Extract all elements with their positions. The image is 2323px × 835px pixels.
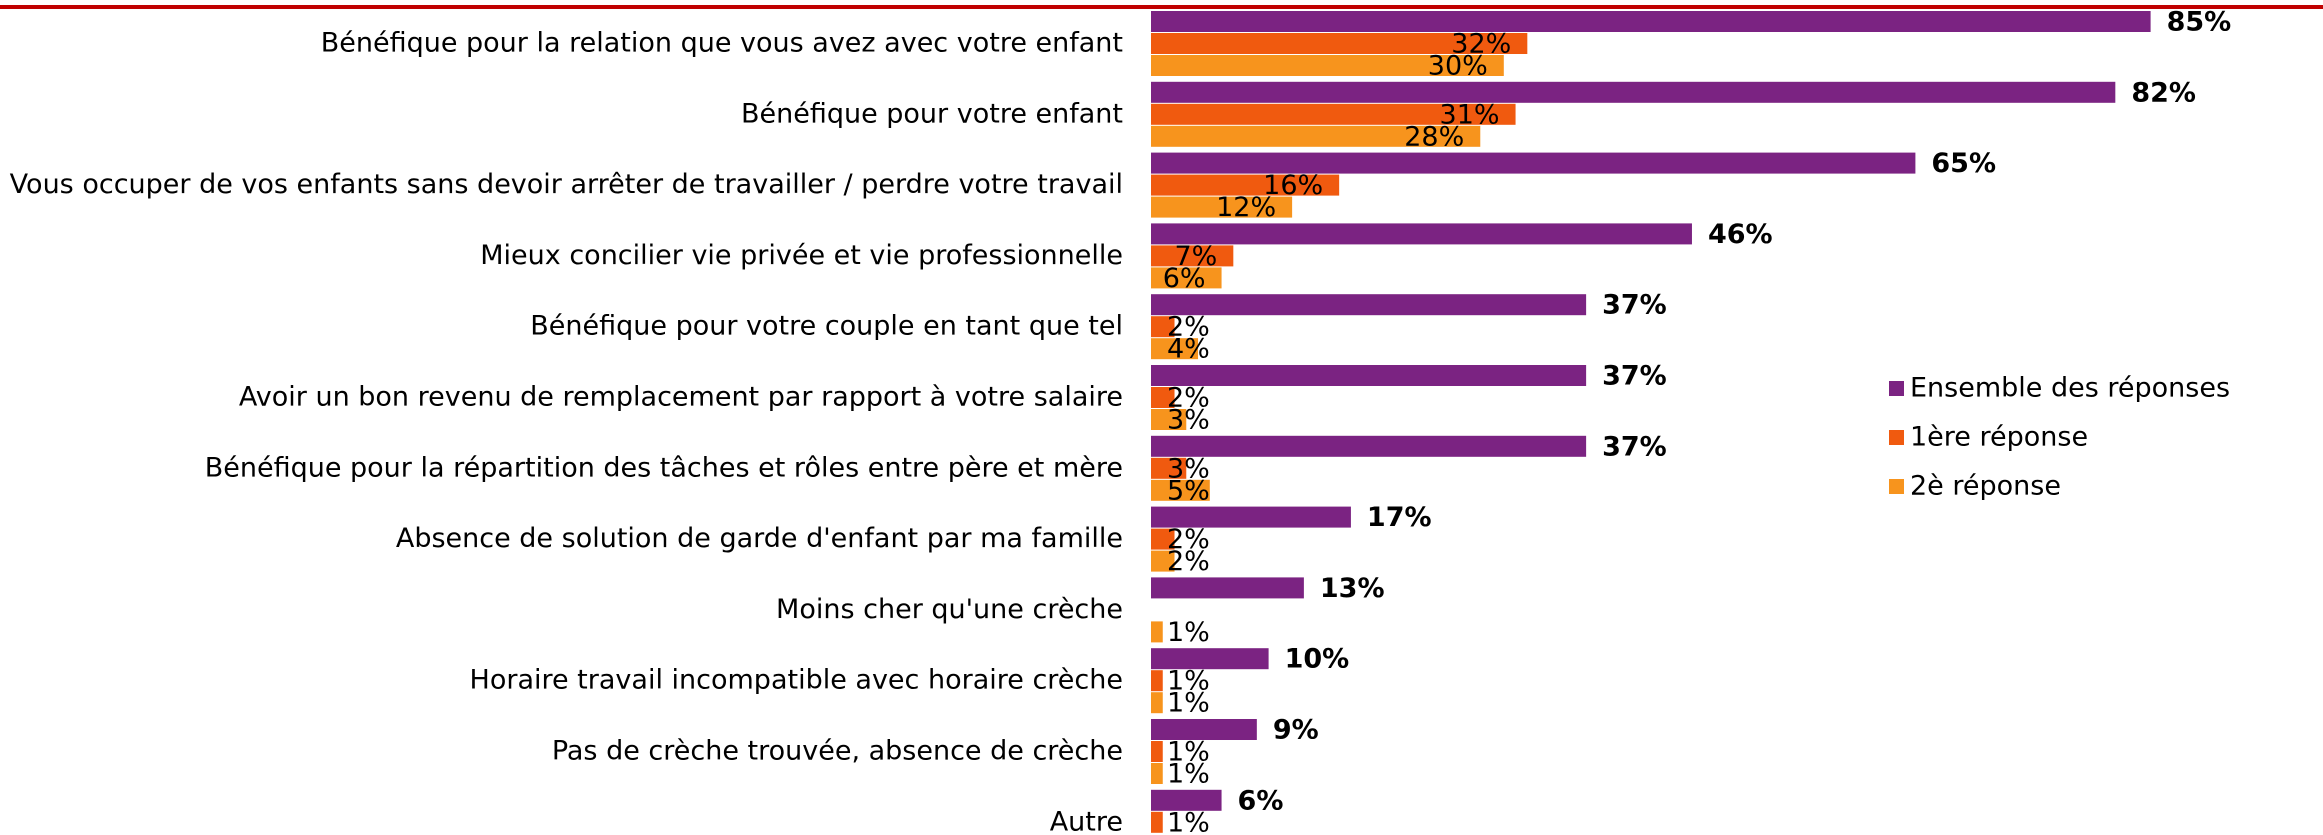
category-label: Autre [1050,806,1123,835]
bar [1151,763,1163,784]
value-label: 1% [1167,759,1210,790]
bar [1151,692,1163,714]
bar [1151,245,1234,267]
bar [1151,648,1269,670]
bar [1151,670,1163,692]
value-label: 1% [1167,688,1210,719]
value-label: 1% [1167,666,1210,697]
bar [1151,294,1587,316]
bar [1151,267,1222,289]
bar [1151,316,1175,338]
category-label: Vous occuper de vos enfants sans devoir … [10,169,1123,200]
category-label: Moins cher qu'une crèche [776,594,1123,625]
value-label: 3% [1167,405,1210,436]
value-label: 10% [1285,644,1350,675]
bar [1151,409,1187,430]
bar [1151,719,1257,740]
bar [1151,479,1210,501]
bar [1151,550,1175,572]
value-label: 1% [1167,807,1210,835]
value-label: 2% [1167,524,1210,555]
category-label: Bénéfique pour la répartition des tâches… [205,452,1123,483]
bar [1151,103,1516,125]
bar [1151,55,1504,76]
legend-swatch [1889,479,1904,494]
category-label: Avoir un bon revenu de remplacement par … [239,382,1123,413]
value-label: 5% [1167,475,1210,506]
bar [1151,338,1199,360]
bar [1151,81,2116,103]
value-label: 1% [1167,617,1210,648]
value-label: 46% [1708,219,1773,250]
legend-label: 2è réponse [1910,471,2061,502]
category-label: Pas de crèche trouvée, absence de crèche [552,736,1123,767]
value-label: 2% [1167,546,1210,577]
value-label: 4% [1167,334,1210,365]
bar [1151,174,1340,196]
value-label: 1% [1167,737,1210,768]
bar [1151,33,1528,54]
category-label: Bénéfique pour votre enfant [741,98,1123,129]
value-label: 32% [1451,29,1511,60]
legend-label: Ensemble des réponses [1910,373,2230,404]
bar [1151,741,1163,762]
bar [1151,365,1587,386]
value-label: 65% [1931,148,1996,179]
value-label: 3% [1167,453,1210,484]
category-label: Bénéfique pour la relation que vous avez… [321,28,1123,59]
category-label: Absence de solution de garde d'enfant pa… [396,523,1123,554]
bar [1151,506,1351,528]
value-label: 85% [2167,7,2232,38]
value-label: 12% [1216,192,1276,223]
value-label: 37% [1602,431,1667,462]
value-label: 2% [1167,312,1210,343]
legend-swatch [1889,381,1904,396]
value-label: 2% [1167,383,1210,414]
category-label: Horaire travail incompatible avec horair… [470,665,1123,696]
value-label: 7% [1174,241,1217,272]
value-label: 82% [2131,77,2196,108]
bar [1151,387,1175,408]
bar [1151,435,1587,457]
bar [1151,789,1222,811]
value-label: 6% [1238,785,1284,816]
value-label: 37% [1602,290,1667,321]
value-label: 13% [1320,573,1385,604]
category-label: Bénéfique pour votre couple en tant que … [530,311,1123,342]
legend-swatch [1889,430,1904,445]
value-label: 16% [1263,170,1323,201]
bar [1151,621,1163,643]
category-label: Mieux concilier vie privée et vie profes… [480,240,1123,271]
bar [1151,223,1692,245]
bar [1151,152,1916,174]
value-label: 9% [1273,715,1319,746]
value-label: 28% [1404,121,1464,152]
value-label: 6% [1163,263,1206,294]
bar [1151,11,2151,32]
bar [1151,811,1163,833]
legend-label: 1ère réponse [1910,422,2088,453]
value-label: 17% [1367,502,1432,533]
bar [1151,577,1304,599]
bar [1151,457,1187,479]
bar [1151,125,1481,147]
value-label: 37% [1602,361,1667,392]
bar [1151,196,1293,218]
bar [1151,528,1175,550]
value-label: 30% [1428,51,1488,82]
value-label: 31% [1440,99,1500,130]
